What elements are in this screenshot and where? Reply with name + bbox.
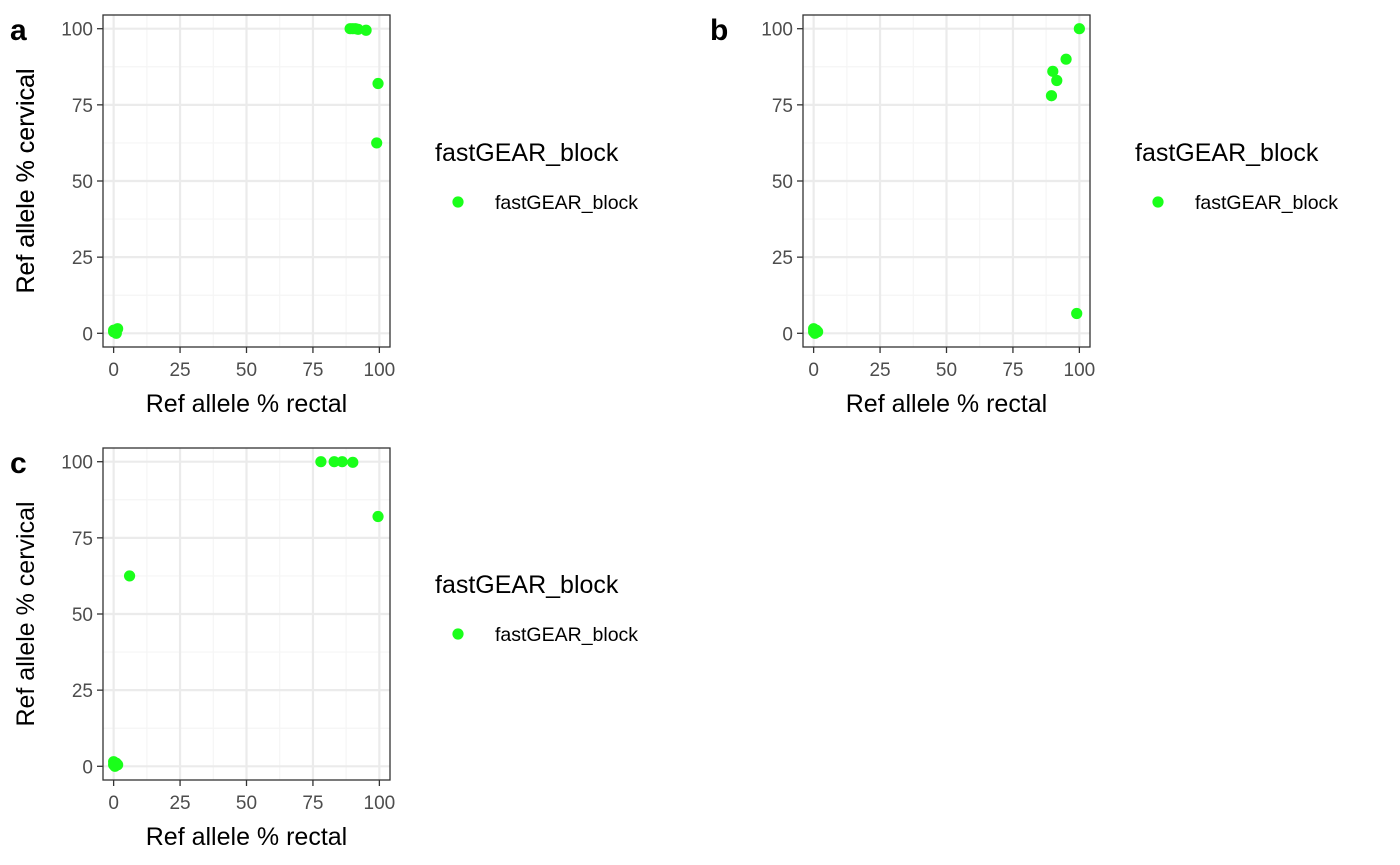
x-tick-label: 100 xyxy=(364,360,396,381)
x-tick-label: 0 xyxy=(108,793,119,814)
data-point xyxy=(328,456,340,468)
y-tick-label: 100 xyxy=(61,453,93,474)
data-point xyxy=(108,324,120,336)
legend-key xyxy=(1152,196,1164,208)
data-point xyxy=(1051,74,1063,87)
y-tick-label: 25 xyxy=(72,248,93,269)
y-tick-label: 25 xyxy=(772,248,793,269)
panel-c: 0 25 50 75 100 0 25 50 75 100 Ref allele % rectal R… xyxy=(10,447,638,851)
legend-label: fastGEAR_block xyxy=(495,624,638,646)
data-point xyxy=(371,137,383,149)
x-tick-label: 75 xyxy=(302,360,323,381)
y-tick-label: 0 xyxy=(82,757,93,778)
y-tick-label: 25 xyxy=(72,681,93,702)
data-point xyxy=(123,570,136,582)
data-point xyxy=(372,77,384,90)
x-tick-label: 75 xyxy=(1002,360,1023,381)
x-tick-label: 50 xyxy=(936,360,957,381)
x-axis-title: Ref allele % rectal xyxy=(146,823,347,851)
panel-label: b xyxy=(710,14,728,47)
x-axis-title: Ref allele % rectal xyxy=(846,390,1047,418)
y-axis-title: Ref allele % cervical xyxy=(12,68,40,293)
y-tick-label: 50 xyxy=(72,172,93,193)
legend-key xyxy=(452,628,464,640)
y-tick-label: 100 xyxy=(761,20,793,41)
data-point xyxy=(336,456,348,468)
y-tick-label: 50 xyxy=(772,172,793,193)
panel-a: 0 25 50 75 100 0 25 50 75 100 Ref allele % rectal R… xyxy=(10,14,638,418)
y-tick-label: 75 xyxy=(72,96,93,117)
x-tick-label: 50 xyxy=(236,793,257,814)
series-fastGEAR_block xyxy=(108,456,384,772)
legend-title: fastGEAR_block xyxy=(435,139,619,167)
data-point xyxy=(810,324,822,336)
data-point xyxy=(1073,23,1085,35)
legend-key xyxy=(452,196,464,208)
data-point xyxy=(372,510,384,523)
data-point xyxy=(315,456,327,468)
x-tick-label: 0 xyxy=(808,360,819,381)
y-tick-label: 50 xyxy=(72,605,93,626)
data-point xyxy=(108,759,120,771)
legend: fastGEAR_block fastGEAR_block xyxy=(435,571,638,646)
x-tick-label: 100 xyxy=(364,793,396,814)
y-tick-label: 75 xyxy=(772,96,793,117)
x-tick-label: 25 xyxy=(169,360,190,381)
series-fastGEAR_block xyxy=(808,23,1085,339)
data-point xyxy=(1045,90,1058,102)
x-tick-label: 25 xyxy=(169,793,190,814)
x-tick-label: 100 xyxy=(1064,360,1096,381)
legend: fastGEAR_block fastGEAR_block xyxy=(1135,139,1338,214)
legend-label: fastGEAR_block xyxy=(495,192,638,214)
y-tick-label: 0 xyxy=(782,324,793,345)
x-tick-label: 50 xyxy=(236,360,257,381)
data-point xyxy=(1047,65,1059,77)
data-point xyxy=(1060,53,1072,65)
panel-b: 0 25 50 75 100 0 25 50 75 100 Ref allele % rectal R… xyxy=(12,14,1338,418)
x-tick-label: 25 xyxy=(869,360,890,381)
y-tick-label: 75 xyxy=(72,529,93,550)
data-point xyxy=(360,24,372,36)
x-axis-title: Ref allele % rectal xyxy=(146,390,347,418)
data-point xyxy=(347,456,359,468)
series-fastGEAR_block xyxy=(108,23,384,339)
y-axis-title: Ref allele % cervical xyxy=(12,68,40,293)
legend: fastGEAR_block fastGEAR_block xyxy=(435,139,638,214)
data-point xyxy=(1071,307,1083,320)
y-tick-label: 100 xyxy=(61,20,93,41)
x-tick-label: 75 xyxy=(302,793,323,814)
y-axis-title: Ref allele % cervical xyxy=(12,501,40,726)
legend-title: fastGEAR_block xyxy=(1135,139,1319,167)
panel-label: a xyxy=(10,14,27,47)
legend-label: fastGEAR_block xyxy=(1195,192,1338,214)
panel-label: c xyxy=(10,447,27,480)
legend-title: fastGEAR_block xyxy=(435,571,619,599)
y-tick-label: 0 xyxy=(82,324,93,345)
x-tick-label: 0 xyxy=(108,360,119,381)
